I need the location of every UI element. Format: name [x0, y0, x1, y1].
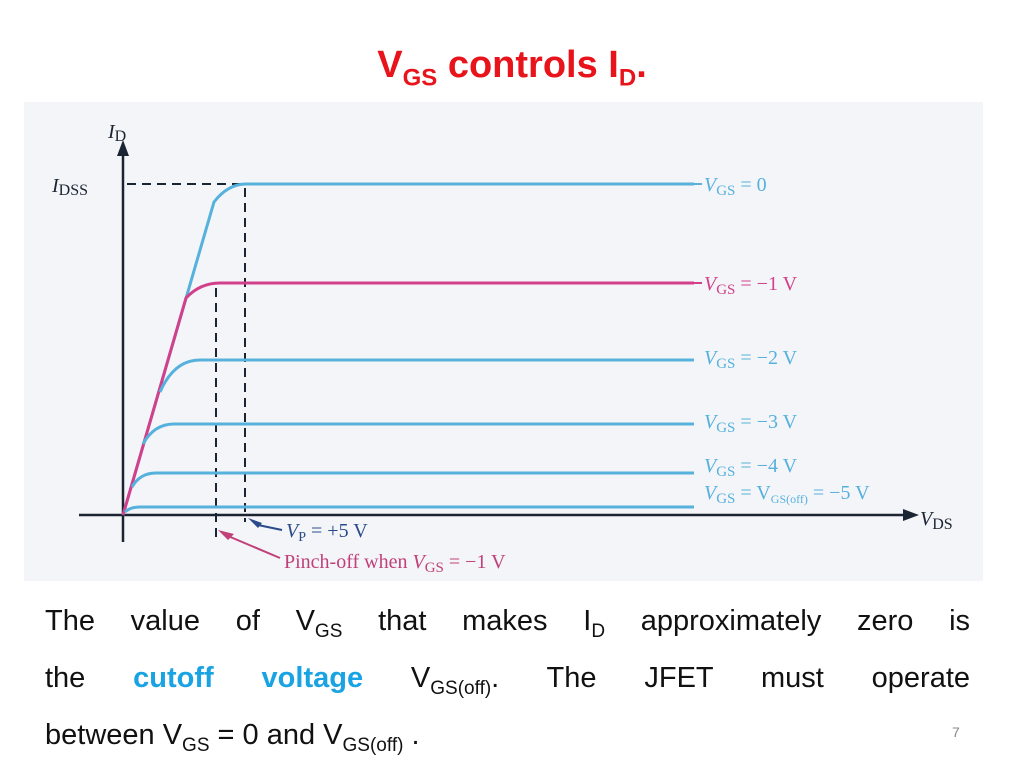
drain-characteristics-plot: ID IDSS VDS VGS = 0 VGS = −1 V VGS = −2 …	[51, 121, 953, 576]
x-axis-arrow-icon	[903, 509, 919, 521]
curve-label-vgs-0: VGS = 0	[704, 174, 767, 199]
vp-arrow-icon	[248, 518, 262, 528]
slide-title: VGS controls ID.	[377, 44, 647, 92]
jfet-characteristic-figure: ID IDSS VDS VGS = 0 VGS = −1 V VGS = −2 …	[24, 102, 983, 581]
curve-vgs-minus2	[158, 358, 694, 393]
body-line-3: between VGS = 0 and VGS(off) .	[45, 718, 420, 756]
x-axis-label: VDS	[920, 508, 953, 533]
cutoff-voltage-highlight: cutoff voltage	[133, 661, 364, 694]
idss-label: IDSS	[51, 175, 88, 199]
y-axis-label: ID	[107, 121, 126, 145]
curve-vgs-minus3	[141, 422, 694, 445]
curve-vgs-0	[121, 182, 694, 516]
vp-label: VP = +5 V	[286, 520, 368, 545]
curve-label-vgs-minus3: VGS = −3 V	[704, 411, 798, 436]
body-line-1: The value of VGS that makes ID approxima…	[45, 605, 971, 642]
curve-label-vgs-minus1: VGS = −1 V	[704, 273, 798, 298]
page-number: 7	[952, 724, 960, 740]
curve-label-vgs-minus5: VGS = VGS(off) = −5 V	[704, 482, 870, 507]
curve-vgs-minus1	[121, 281, 694, 516]
curve-vgs-minus5	[123, 505, 694, 514]
curve-label-vgs-minus2: VGS = −2 V	[704, 347, 798, 372]
curve-vgs-minus4	[130, 471, 694, 488]
y-axis-arrow-icon	[117, 140, 129, 156]
body-paragraph: The value of VGS that makes ID approxima…	[45, 598, 970, 768]
body-line-2: the cutoff voltage VGS(off). The JFET mu…	[45, 661, 971, 699]
pinchoff-label: Pinch-off when VGS = −1 V	[284, 551, 506, 576]
curve-label-vgs-minus4: VGS = −4 V	[704, 455, 798, 480]
